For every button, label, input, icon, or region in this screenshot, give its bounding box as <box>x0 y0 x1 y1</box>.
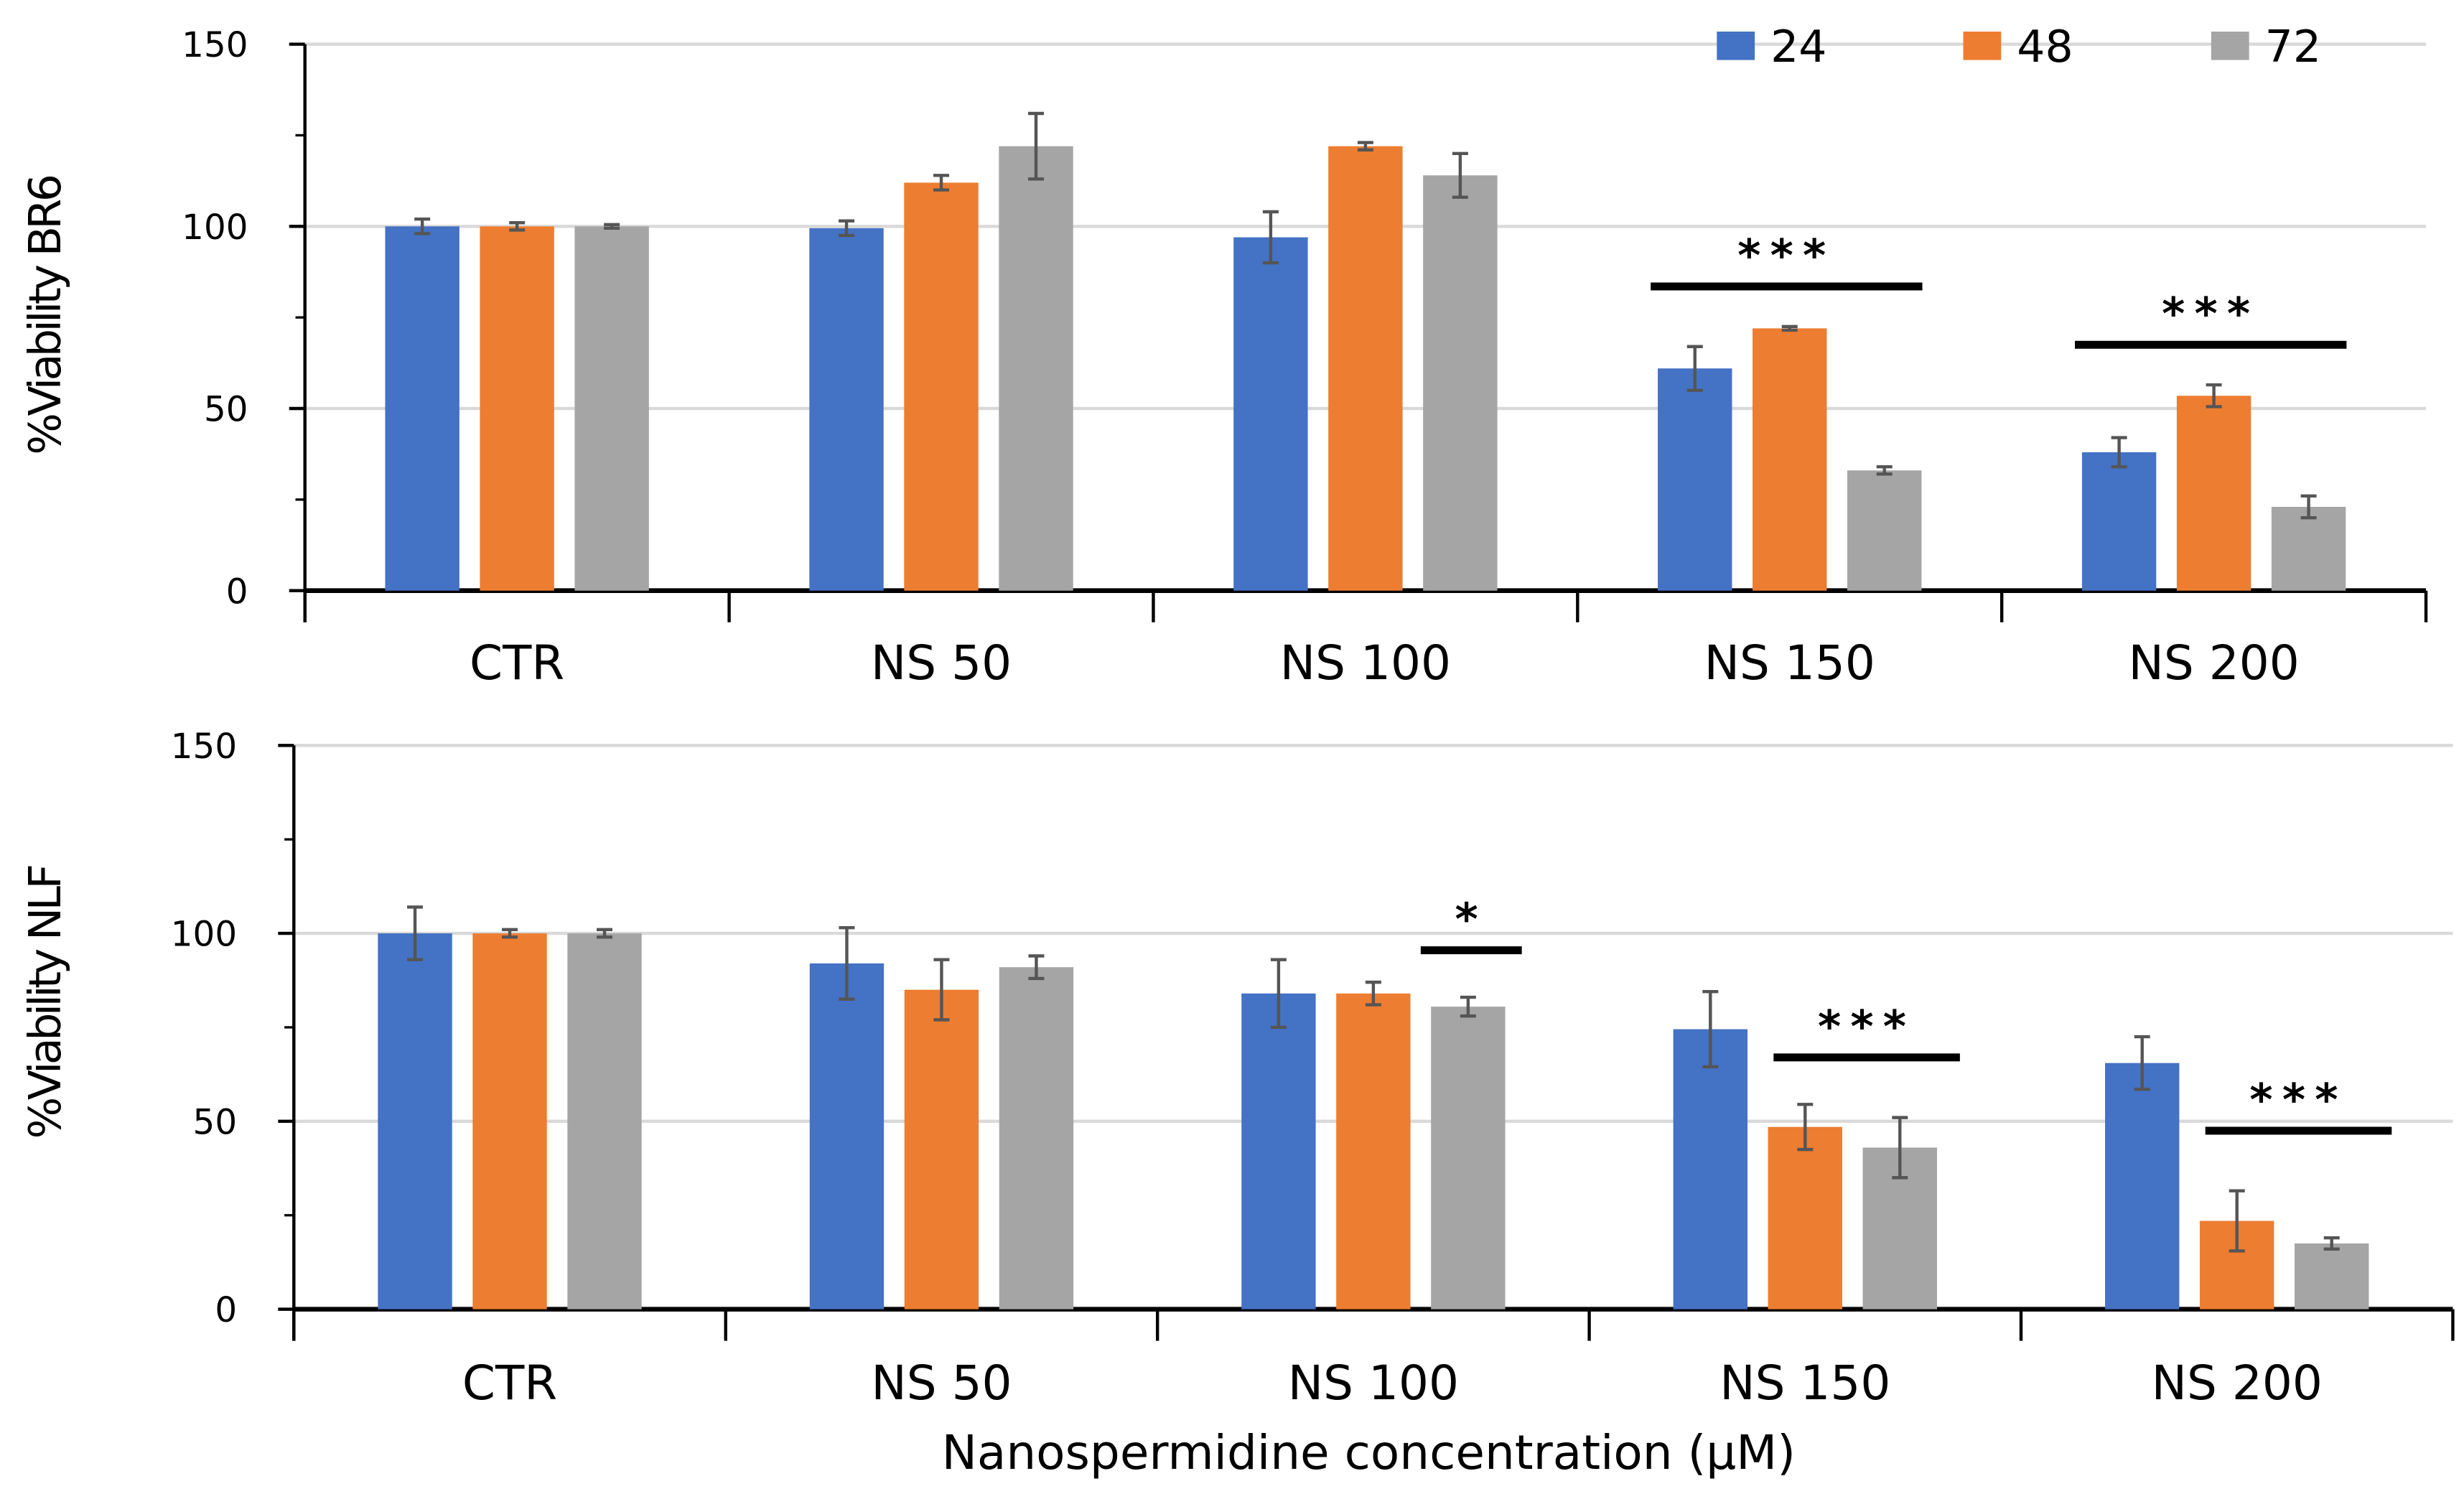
y-axis-label: %Viability BR6 <box>19 176 71 455</box>
bar-48-4 <box>2176 396 2251 591</box>
error-bar <box>839 219 855 238</box>
x-category-label: NS 50 <box>871 1355 1012 1411</box>
significance-stars: *** <box>1818 1001 1915 1052</box>
error-bar <box>509 221 526 232</box>
bar-48-1 <box>904 989 979 1309</box>
bar-72-0 <box>567 933 642 1309</box>
bar-48-0 <box>480 226 554 591</box>
y-tick-label: 150 <box>182 25 248 65</box>
error-bar <box>604 223 620 230</box>
error-bar <box>933 958 950 1022</box>
error-bar <box>1876 464 1893 476</box>
error-bar <box>1028 111 1045 181</box>
bar-48-3 <box>1753 328 1827 591</box>
bar-24-2 <box>1233 237 1308 591</box>
error-bar <box>597 928 613 939</box>
y-tick-label: 50 <box>204 390 248 430</box>
bar-72-1 <box>999 146 1073 591</box>
bar-72-2 <box>1431 1007 1506 1309</box>
legend-swatch-24 <box>1717 31 1755 60</box>
error-bar <box>1357 141 1373 151</box>
error-bar <box>933 174 950 192</box>
y-tick-label: 100 <box>182 207 248 248</box>
bar-48-0 <box>472 933 547 1309</box>
error-bar <box>1262 210 1279 265</box>
significance-stars: * <box>1455 894 1488 946</box>
legend-label-72: 72 <box>2265 21 2321 73</box>
error-bar <box>1702 990 1719 1069</box>
y-tick-label: 100 <box>171 915 237 955</box>
error-bar <box>2229 1189 2245 1253</box>
bar-24-3 <box>1658 368 1732 591</box>
chart-br6: 0 50 100 150 CTR NS 50 NS 100 NS 150 NS 200 *** **… <box>19 25 2428 691</box>
error-bar <box>2300 494 2317 520</box>
bar-48-2 <box>1328 146 1403 591</box>
error-bar <box>1781 325 1798 332</box>
x-category-label: NS 200 <box>2129 635 2300 691</box>
bar-72-1 <box>999 967 1074 1309</box>
bar-72-0 <box>574 226 649 591</box>
significance-stars: *** <box>1737 230 1835 281</box>
error-bar <box>2111 436 2127 469</box>
x-category-label: NS 200 <box>2152 1355 2323 1411</box>
bar-24-1 <box>809 228 884 591</box>
error-bar <box>502 928 518 939</box>
error-bar <box>1460 995 1476 1018</box>
error-bar <box>414 217 431 235</box>
legend-swatch-72 <box>2211 31 2249 60</box>
bar-72-3 <box>1847 470 1922 591</box>
bar-24-3 <box>1673 1029 1748 1309</box>
legend-label-24: 24 <box>1770 21 1826 73</box>
x-category-label: NS 50 <box>871 635 1012 691</box>
significance-stars: *** <box>2249 1074 2347 1126</box>
x-axis-label: Nanospermidine concentration (μM) <box>942 1425 1796 1480</box>
error-bar <box>1797 1103 1814 1152</box>
x-category-label: NS 150 <box>1704 635 1875 691</box>
bar-24-1 <box>809 963 885 1309</box>
error-bar <box>839 926 855 1001</box>
error-bar <box>2323 1236 2340 1251</box>
y-axis-label: %Viability NLF <box>19 866 71 1139</box>
bar-24-4 <box>2081 452 2157 591</box>
x-category-label: CTR <box>470 635 564 691</box>
bar-24-0 <box>385 226 459 591</box>
x-category-label: NS 100 <box>1280 635 1451 691</box>
bar-48-3 <box>1768 1126 1842 1309</box>
bar-48-1 <box>904 182 979 591</box>
error-bar <box>1452 151 1468 199</box>
legend-swatch-48 <box>1963 31 2002 60</box>
error-bar <box>2134 1035 2150 1091</box>
bar-72-4 <box>2295 1243 2369 1309</box>
y-tick-label: 150 <box>171 727 237 767</box>
legend-label-48: 48 <box>2017 21 2073 73</box>
error-bar <box>2206 383 2222 408</box>
x-category-label: NS 100 <box>1288 1355 1459 1411</box>
bar-24-0 <box>378 933 452 1309</box>
bar-72-2 <box>1423 175 1498 591</box>
error-bar <box>1892 1116 1908 1180</box>
x-category-label: NS 150 <box>1719 1355 1890 1411</box>
bar-48-2 <box>1336 993 1411 1309</box>
legend: 24 48 72 <box>1717 21 2321 73</box>
error-bar <box>1365 980 1381 1007</box>
y-tick-label: 0 <box>226 571 248 612</box>
bar-72-4 <box>2271 507 2346 591</box>
error-bar <box>1270 958 1287 1030</box>
bar-24-4 <box>2105 1063 2180 1309</box>
error-bar <box>407 905 424 961</box>
x-category-label: CTR <box>462 1355 557 1411</box>
error-bar <box>1686 345 1703 392</box>
y-tick-label: 50 <box>193 1102 238 1142</box>
bar-24-2 <box>1241 993 1316 1309</box>
y-tick-label: 0 <box>215 1290 237 1330</box>
error-bar <box>1028 954 1045 981</box>
significance-stars: *** <box>2162 288 2259 340</box>
